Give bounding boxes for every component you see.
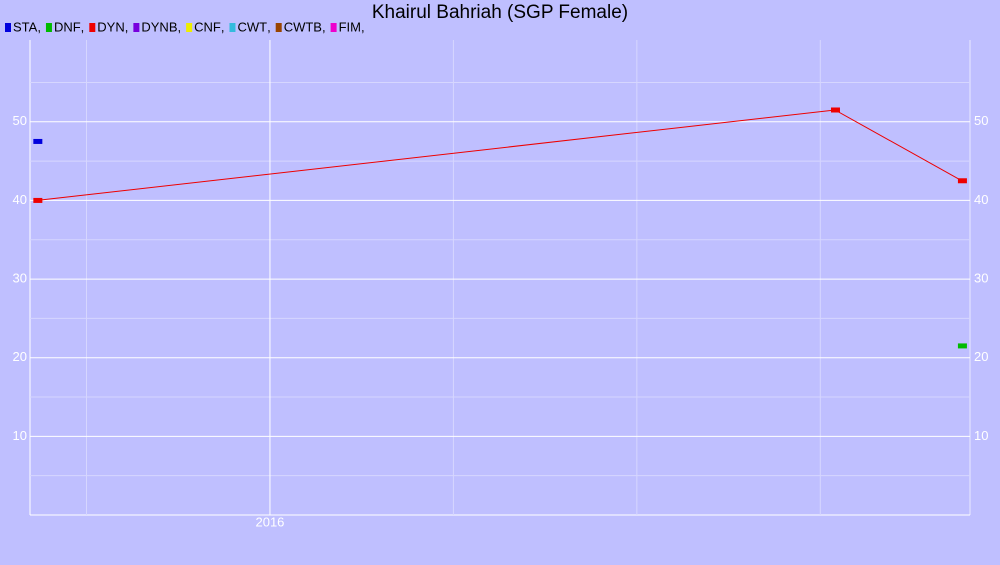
legend-label: CWT <box>237 19 267 34</box>
legend-label: CNF <box>194 19 221 34</box>
x-tick-label: 2016 <box>255 514 284 529</box>
legend-swatch <box>5 23 11 32</box>
y2-tick-label: 30 <box>974 271 988 286</box>
y-tick-label: 20 <box>13 349 27 364</box>
data-point <box>33 197 43 203</box>
legend-label: CWTB <box>284 19 322 34</box>
legend-label: DYNB <box>141 19 177 34</box>
legend-label: DYN <box>97 19 124 34</box>
legend-separator: , <box>178 19 182 34</box>
legend-swatch <box>45 23 52 32</box>
y2-tick-label: 50 <box>974 113 988 128</box>
y-tick-label: 30 <box>13 271 27 286</box>
y2-tick-label: 10 <box>974 428 988 443</box>
legend-swatch <box>330 23 337 32</box>
data-point <box>33 138 43 144</box>
y2-tick-label: 20 <box>974 349 988 364</box>
legend-separator: , <box>221 19 225 34</box>
legend-separator: , <box>81 19 85 34</box>
legend-separator: , <box>125 19 129 34</box>
legend-separator: , <box>322 19 326 34</box>
legend-label: STA <box>13 19 38 34</box>
y-tick-label: 50 <box>13 113 27 128</box>
legend-label: FIM <box>339 19 361 34</box>
grid <box>30 40 970 515</box>
y-tick-label: 10 <box>13 428 27 443</box>
legend-swatch <box>275 23 282 32</box>
data-point <box>957 178 967 184</box>
legend-separator: , <box>361 19 365 34</box>
data-point <box>957 343 967 349</box>
legend-swatch <box>133 23 140 32</box>
legend-separator: , <box>267 19 271 34</box>
y2-tick-label: 40 <box>974 192 988 207</box>
data-point <box>830 107 840 113</box>
y-tick-label: 40 <box>13 192 27 207</box>
legend-swatch <box>89 23 96 32</box>
legend-separator: , <box>37 19 41 34</box>
legend-swatch <box>229 23 236 32</box>
chart-title: Khairul Bahriah (SGP Female) <box>372 2 628 23</box>
legend-label: DNF <box>54 19 81 34</box>
legend-swatch <box>186 23 193 32</box>
